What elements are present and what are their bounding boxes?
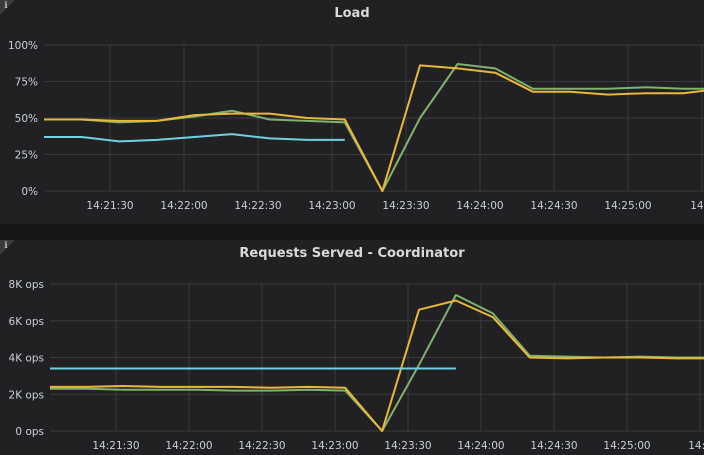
load-panel: ℹ Load 0% 25% 50% 75% 100% 14:21:30 14:22:00 14… bbox=[0, 0, 704, 224]
y-tick-label: 75% bbox=[15, 77, 38, 89]
y-tick-label: 50% bbox=[15, 113, 38, 125]
requests-panel: ℹ Requests Served - Coordinator 0 ops 2K … bbox=[0, 240, 704, 455]
series-line-1 bbox=[50, 299, 704, 432]
y-tick-label: 25% bbox=[15, 150, 38, 162]
x-tick-label: 14:23:30 bbox=[384, 440, 431, 452]
info-icon[interactable]: ℹ bbox=[4, 1, 8, 11]
x-tick-label: 14:24:30 bbox=[530, 440, 577, 452]
y-tick-label: 4K ops bbox=[9, 353, 44, 365]
series-line-1 bbox=[44, 64, 704, 192]
y-tick-label: 2K ops bbox=[9, 389, 44, 401]
x-tick-label: 14:22:30 bbox=[234, 200, 281, 212]
x-tick-label: 14:23:00 bbox=[308, 200, 355, 212]
series-line-0 bbox=[44, 63, 704, 192]
panel-corner bbox=[0, 0, 15, 15]
x-tick-label: 14:25:00 bbox=[603, 440, 650, 452]
x-tick-label: 14:21:30 bbox=[92, 440, 139, 452]
y-tick-label: 0% bbox=[21, 186, 38, 198]
y-tick-label: 100% bbox=[8, 40, 38, 52]
x-tick-label: 14:24:00 bbox=[457, 440, 504, 452]
load-chart: 0% 25% 50% 75% 100% 14:21:30 14:22:00 14:22:30 1… bbox=[8, 40, 704, 212]
x-tick-label: 14:24:30 bbox=[530, 200, 577, 212]
y-tick-label: 6K ops bbox=[9, 316, 44, 328]
series-line-2 bbox=[44, 133, 345, 143]
x-tick-label: 14:21:30 bbox=[86, 200, 133, 212]
info-icon[interactable]: ℹ bbox=[4, 241, 8, 251]
y-tick-label: 0 ops bbox=[15, 426, 44, 438]
requests-chart: 0 ops 2K ops 4K ops 6K ops 8K ops 14:21:30 14:… bbox=[9, 279, 704, 452]
x-tick-label: 14:23:00 bbox=[311, 440, 358, 452]
y-tick-label: 8K ops bbox=[9, 279, 44, 291]
panel-title[interactable]: Load bbox=[334, 6, 370, 21]
series-line-0 bbox=[50, 294, 704, 432]
panel-corner bbox=[0, 240, 15, 255]
panel-title[interactable]: Requests Served - Coordinator bbox=[239, 246, 465, 261]
x-tick-label: 14:22:00 bbox=[160, 200, 207, 212]
x-tick-label: 14:2 bbox=[688, 440, 704, 452]
x-tick-label: 14:23:30 bbox=[382, 200, 429, 212]
x-tick-label: 14:24:00 bbox=[456, 200, 503, 212]
x-tick-label: 14:22:00 bbox=[165, 440, 212, 452]
x-tick-label: 14:22:30 bbox=[238, 440, 285, 452]
x-tick-label: 14:2 bbox=[690, 200, 704, 212]
x-tick-label: 14:25:00 bbox=[604, 200, 651, 212]
